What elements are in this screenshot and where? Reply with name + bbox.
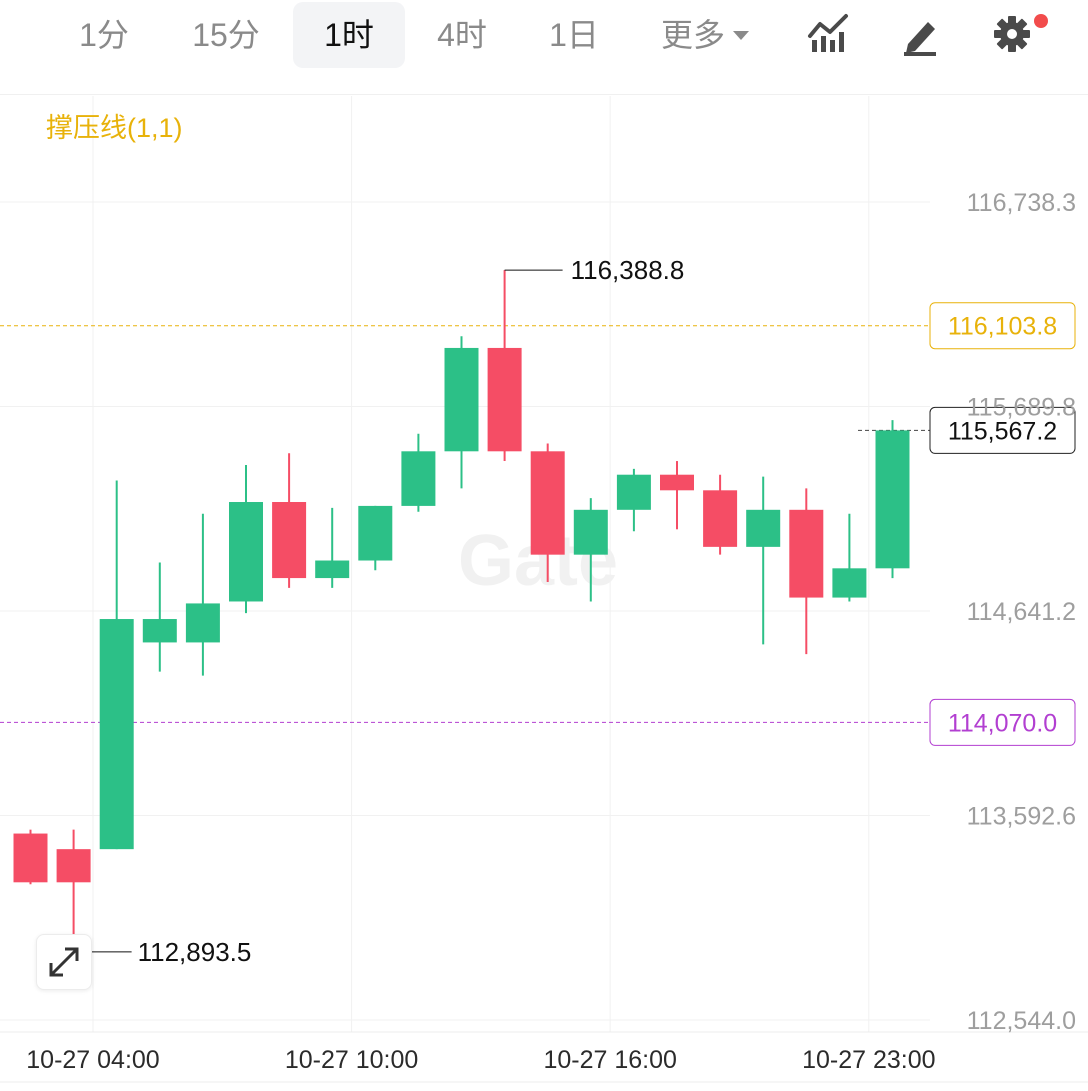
low-price-label: 112,893.5 <box>138 937 252 967</box>
more-timeframes-dropdown[interactable]: 更多 <box>661 2 750 68</box>
candle-up <box>185 603 220 643</box>
candle-down <box>530 451 565 555</box>
resistance-price-label: 116,103.8 <box>948 313 1057 341</box>
x-tick-label: 10-27 23:00 <box>802 1046 935 1074</box>
high-price-label: 116,388.8 <box>571 255 685 285</box>
candle-up <box>444 347 479 452</box>
y-tick-label: 114,641.2 <box>967 598 1076 626</box>
chart-toolbar: 1分 15分 1时 4时 1日 更多 <box>0 0 1088 95</box>
last-price-price-label: 115,567.2 <box>948 417 1057 445</box>
timeframe-1m-tab[interactable]: 1分 <box>79 17 129 53</box>
candle-up <box>358 505 393 561</box>
last-price-price-tag <box>929 406 1076 454</box>
y-tick-label: 112,544.0 <box>967 1007 1076 1035</box>
gear-icon[interactable] <box>990 10 1034 58</box>
timeframe-15m-tab[interactable]: 15分 <box>192 17 260 53</box>
candle-up <box>401 451 436 506</box>
expand-chart-button[interactable] <box>36 934 92 990</box>
candle-down <box>56 849 91 883</box>
timeframe-1d-tab[interactable]: 1日 <box>549 17 599 53</box>
candle-up <box>229 502 263 602</box>
chevron-down-icon <box>733 31 750 41</box>
candle-down <box>272 502 307 579</box>
candles <box>13 270 910 952</box>
candle-up <box>875 430 910 569</box>
x-axis-labels: 10-27 04:00 10-27 10:00 10-27 16:00 10-27 2… <box>26 1046 935 1074</box>
x-tick-label: 10-27 10:00 <box>285 1046 418 1074</box>
candle-down <box>660 474 694 491</box>
candle-up <box>746 509 781 547</box>
candle-up <box>99 619 134 850</box>
support-price-tag <box>929 698 1076 746</box>
candle-up <box>142 619 177 643</box>
timeframe-1h-tab[interactable]: 1时 <box>293 2 405 68</box>
candle-down <box>789 509 824 598</box>
resistance-price-tag <box>929 302 1076 350</box>
x-tick-label: 10-27 04:00 <box>26 1046 159 1074</box>
more-label: 更多 <box>661 17 726 53</box>
y-tick-label: 113,592.6 <box>967 802 1076 830</box>
y-tick-label: 115,689.8 <box>967 393 1076 421</box>
candle-down <box>703 490 738 547</box>
timeframe-4h-tab[interactable]: 4时 <box>437 17 487 53</box>
candle-up <box>573 509 608 555</box>
price-lines: 116,103.8 114,070.0 115,567.2 <box>0 302 1076 746</box>
candle-up <box>832 568 867 598</box>
candle-down <box>13 833 48 883</box>
notification-dot <box>1034 14 1048 28</box>
draw-pen-icon[interactable] <box>898 10 942 58</box>
y-tick-label: 116,738.3 <box>967 189 1076 217</box>
candle-up <box>616 474 651 510</box>
expand-icon <box>49 947 79 977</box>
x-tick-label: 10-27 16:00 <box>543 1046 676 1074</box>
indicator-label[interactable]: 撑压线(1,1) <box>46 113 183 143</box>
indicator-icon[interactable] <box>806 10 850 58</box>
y-axis-labels: 116,738.3 115,689.8 114,641.2 113,592.6 112,… <box>967 189 1076 1035</box>
candle-up <box>315 560 350 579</box>
candle-down <box>487 347 522 452</box>
support-price-label: 114,070.0 <box>948 709 1057 737</box>
